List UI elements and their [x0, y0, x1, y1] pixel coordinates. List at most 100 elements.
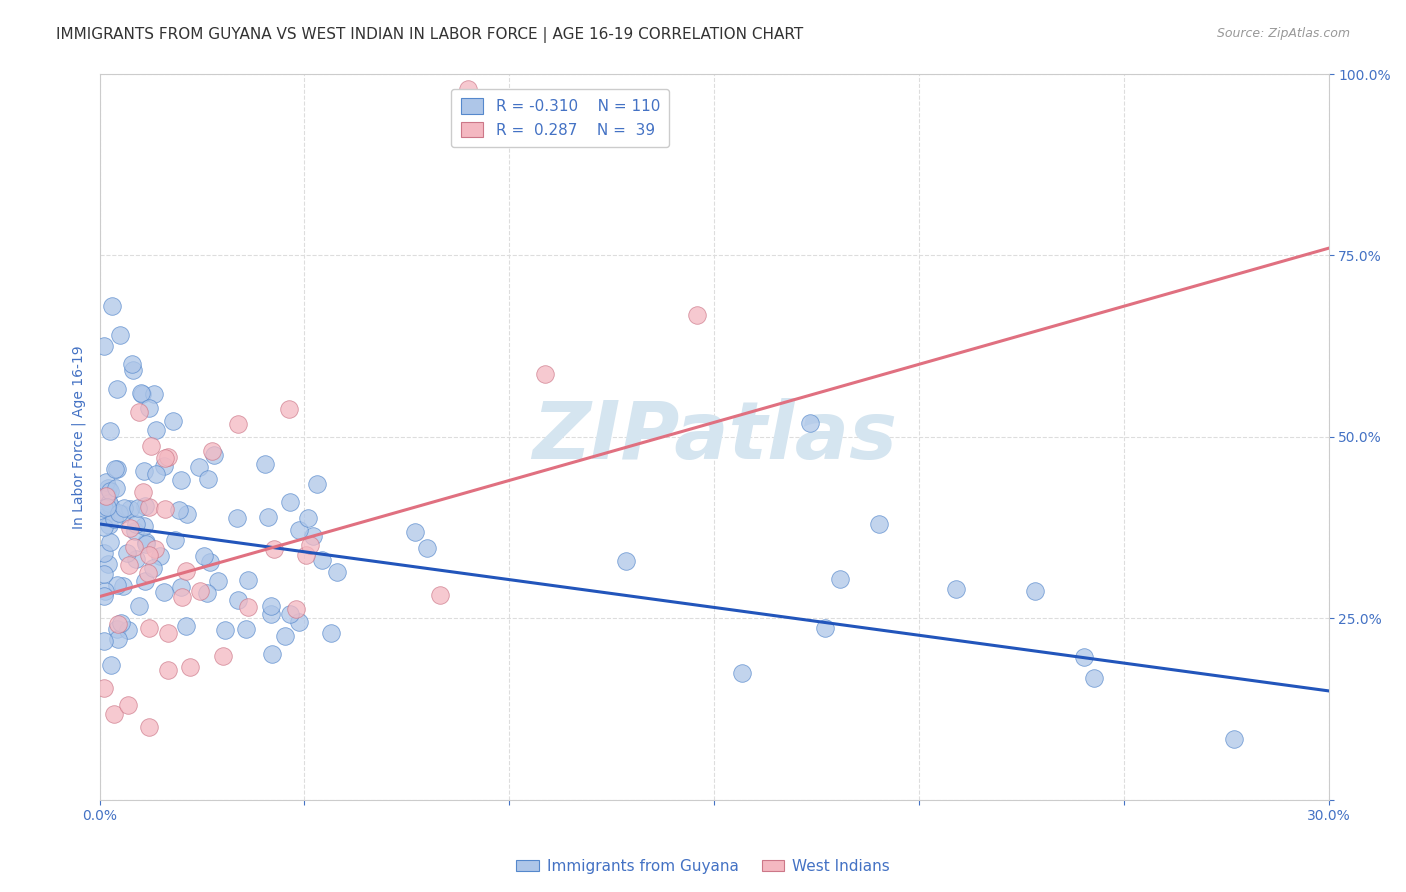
Point	[94, 489, 117, 503]
Text: ZIPatlas: ZIPatlas	[531, 398, 897, 476]
Point	[93, 681, 115, 695]
Point	[125, 516, 148, 531]
Point	[138, 566, 160, 581]
Point	[165, 533, 187, 547]
Point	[138, 548, 160, 562]
Point	[107, 616, 129, 631]
Point	[96, 489, 118, 503]
Point	[111, 508, 134, 522]
Point	[211, 648, 233, 663]
Point	[172, 591, 194, 605]
Point	[195, 586, 218, 600]
Point	[278, 607, 301, 622]
Point	[128, 405, 150, 419]
Point	[96, 500, 118, 514]
Point	[404, 524, 426, 539]
Point	[128, 599, 150, 614]
Point	[236, 574, 259, 588]
Point	[1223, 732, 1246, 747]
Point	[138, 621, 160, 635]
Point	[125, 552, 148, 566]
Point	[260, 647, 283, 661]
Point	[235, 622, 257, 636]
Point	[98, 535, 121, 549]
Point	[142, 386, 165, 401]
Point	[319, 626, 342, 640]
Point	[156, 450, 179, 464]
Point	[814, 621, 837, 635]
Point	[257, 510, 280, 524]
Point	[93, 510, 115, 524]
Point	[132, 518, 155, 533]
Point	[93, 566, 115, 581]
Point	[297, 511, 319, 525]
Point	[226, 417, 249, 431]
Point	[153, 451, 176, 466]
Point	[117, 623, 139, 637]
Point	[176, 508, 198, 522]
Point	[202, 449, 225, 463]
Point	[311, 553, 333, 567]
Point	[299, 537, 322, 551]
Point	[117, 546, 139, 560]
Point	[170, 474, 193, 488]
Y-axis label: In Labor Force | Age 16-19: In Labor Force | Age 16-19	[72, 345, 86, 529]
Point	[135, 537, 157, 551]
Point	[238, 600, 260, 615]
Point	[176, 618, 198, 632]
Point	[307, 476, 329, 491]
Point	[274, 629, 297, 643]
Point	[93, 634, 115, 648]
Point	[124, 524, 146, 538]
Point	[145, 423, 167, 437]
Point	[169, 502, 191, 516]
Point	[200, 555, 222, 569]
Legend: Immigrants from Guyana, West Indians: Immigrants from Guyana, West Indians	[510, 853, 896, 880]
Point	[121, 357, 143, 371]
Point	[254, 457, 277, 471]
Point	[278, 495, 301, 509]
Point	[103, 706, 125, 721]
Point	[153, 585, 176, 599]
Point	[98, 424, 121, 438]
Point	[1024, 584, 1046, 599]
Point	[94, 475, 117, 490]
Legend: R = -0.310    N = 110, R =  0.287    N =  39: R = -0.310 N = 110, R = 0.287 N = 39	[451, 89, 669, 147]
Point	[110, 615, 132, 630]
Point	[118, 521, 141, 535]
Point	[139, 439, 162, 453]
Point	[97, 496, 120, 510]
Point	[138, 720, 160, 734]
Point	[174, 564, 197, 578]
Point	[226, 511, 249, 525]
Point	[101, 299, 124, 313]
Point	[731, 666, 754, 681]
Point	[193, 549, 215, 563]
Point	[131, 485, 153, 500]
Point	[616, 554, 638, 568]
Point	[107, 462, 129, 476]
Point	[134, 500, 156, 514]
Point	[93, 501, 115, 516]
Point	[288, 523, 311, 537]
Text: Source: ZipAtlas.com: Source: ZipAtlas.com	[1216, 27, 1350, 40]
Point	[107, 632, 129, 646]
Point	[287, 615, 309, 629]
Point	[1083, 671, 1105, 685]
Point	[226, 592, 249, 607]
Point	[179, 660, 201, 674]
Point	[104, 481, 127, 495]
Point	[100, 657, 122, 672]
Point	[127, 500, 149, 515]
Point	[156, 663, 179, 677]
Point	[188, 584, 211, 599]
Point	[138, 500, 160, 514]
Point	[416, 541, 439, 556]
Point	[118, 558, 141, 573]
Point	[162, 414, 184, 428]
Point	[117, 698, 139, 713]
Point	[134, 574, 156, 588]
Point	[142, 561, 165, 575]
Point	[153, 459, 176, 474]
Point	[134, 464, 156, 478]
